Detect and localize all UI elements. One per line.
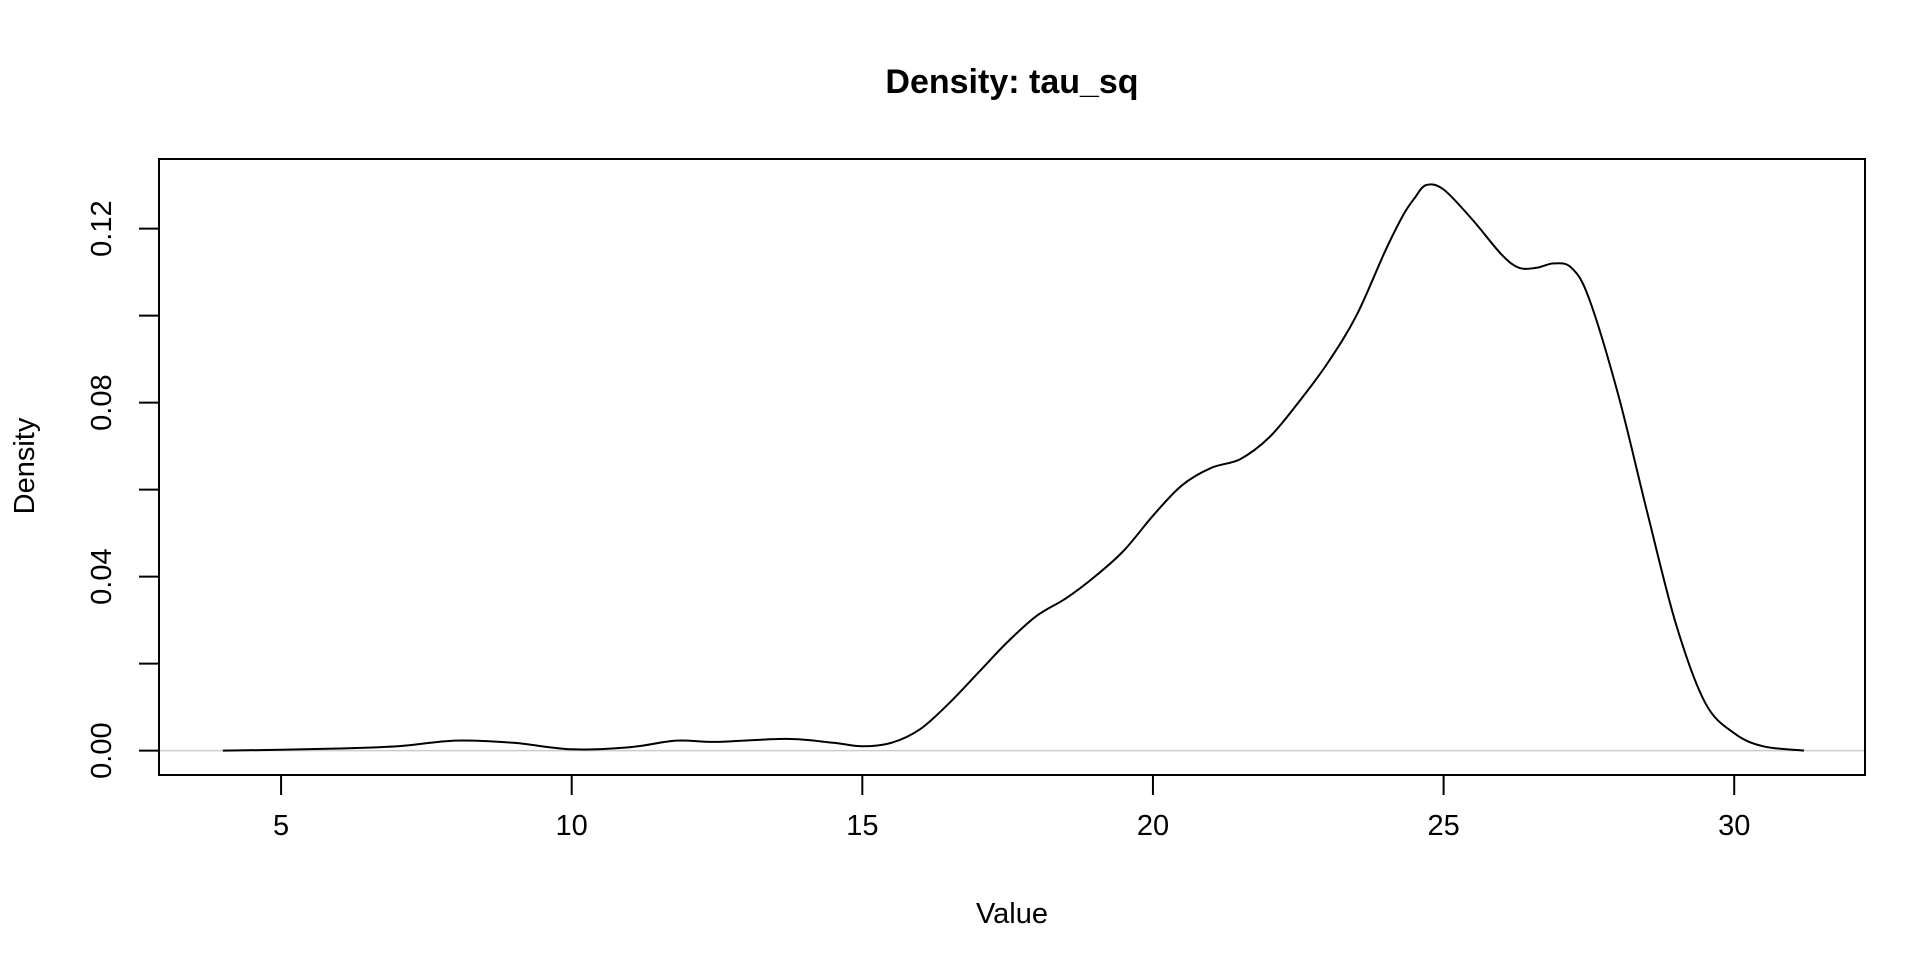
x-tick-label: 20 — [1137, 810, 1169, 842]
y-tick-label: 0.12 — [86, 200, 118, 256]
x-tick-label: 30 — [1718, 810, 1750, 842]
x-tick-label: 25 — [1427, 810, 1459, 842]
plot-frame — [158, 158, 1866, 776]
x-tick-label: 15 — [846, 810, 878, 842]
x-tick-label: 5 — [273, 810, 289, 842]
y-tick-label: 0.04 — [86, 548, 118, 604]
y-tick-label: 0.00 — [86, 722, 118, 778]
x-tick-label: 10 — [556, 810, 588, 842]
density-series-line — [222, 183, 1805, 752]
chart-title: Density: tau_sq — [885, 63, 1138, 101]
y-axis: 0.00 0.04 0.08 0.12 — [86, 200, 159, 779]
y-axis-label: Density — [9, 417, 41, 514]
y-tick-label: 0.08 — [86, 374, 118, 430]
x-axis: 5 10 15 20 25 30 — [273, 775, 1750, 842]
x-axis-label: Value — [976, 898, 1048, 930]
